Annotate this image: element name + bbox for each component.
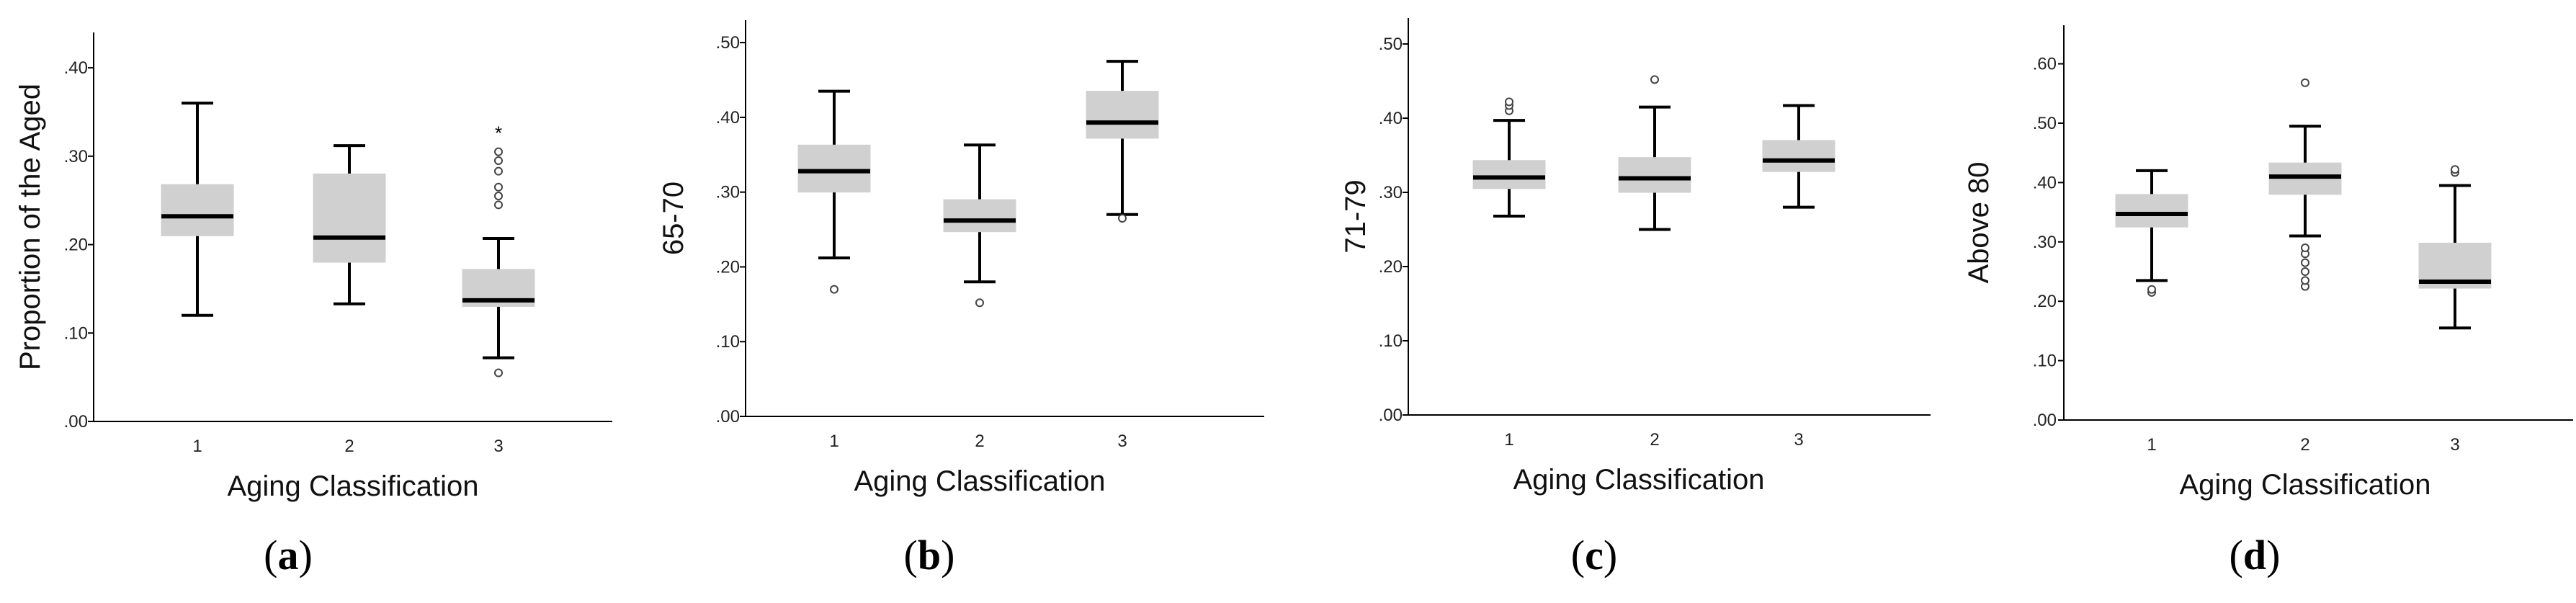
x-tick-label: 1: [2147, 435, 2156, 455]
y-tick-label: .20: [716, 257, 740, 277]
outlier-point: [494, 182, 503, 192]
box-category-2: [313, 144, 386, 305]
y-axis-title: Proportion of the Aged: [14, 84, 46, 370]
box-category-2: [1618, 75, 1691, 231]
outlier-point: [1118, 214, 1127, 223]
outlier-point: [830, 285, 838, 294]
box-category-3: *: [462, 122, 535, 378]
outlier-point: [2301, 276, 2309, 285]
y-tick-label: .40: [2033, 173, 2057, 192]
panel-label: (b): [904, 532, 955, 579]
x-tick-label: 2: [2300, 435, 2309, 455]
y-tick-label: .00: [1379, 406, 1403, 425]
y-tick-label: .20: [64, 236, 88, 255]
x-tick-label: 3: [2450, 435, 2459, 455]
box-category-3: [1762, 104, 1835, 209]
iqr-box: [313, 173, 386, 263]
y-tick-label: .30: [2033, 233, 2057, 252]
box-category-2: [943, 143, 1016, 308]
outlier-point: [2301, 258, 2309, 267]
outlier-point: [2301, 244, 2309, 253]
x-tick-label: 1: [829, 432, 838, 451]
outlier-point: [494, 156, 503, 165]
panel-b: .00 .10 .20 .30 .40 .50 1 2 3 65-70 Aging Classifi…: [658, 20, 1264, 579]
y-tick-label: .00: [64, 412, 88, 432]
x-tick-label: 1: [192, 437, 202, 456]
y-tick-label: .50: [2033, 114, 2057, 133]
box-category-3: [2418, 165, 2492, 330]
outlier-point: [1650, 75, 1659, 84]
iqr-box: [161, 184, 234, 236]
y-tick-label: .30: [1379, 183, 1403, 202]
x-tick-label: 3: [1117, 432, 1127, 451]
y-tick-label: .60: [2033, 55, 2057, 74]
panel-a: .00 .10 .20 .30 .40 1 2 * 3 Proportion of the Age…: [14, 32, 612, 579]
iqr-box: [1472, 160, 1546, 189]
panel-c: .00 .10 .20 .30 .40 .50 1 2 3 71-79 Aging Classifi…: [1340, 18, 1931, 579]
y-axis-title: Above 80: [1963, 161, 1995, 283]
panel-d: .00 .10 .20 .30 .40 .50 .60 1 2 3 Above 80 Aging Cl…: [1963, 25, 2573, 579]
box-category-1: [161, 102, 234, 317]
y-axis-title: 71-79: [1340, 179, 1372, 253]
y-tick-label: .30: [716, 183, 740, 202]
panel-label: (a): [264, 532, 313, 579]
box-category-1: [2115, 169, 2188, 297]
outlier-point: [494, 192, 503, 201]
iqr-box: [2115, 194, 2188, 228]
outlier-point: [494, 368, 503, 378]
y-tick-label: .30: [64, 147, 88, 166]
outlier-point: [2451, 165, 2459, 174]
outlier-point: [1505, 97, 1513, 107]
x-axis-title: Aging Classification: [854, 465, 1105, 497]
outlier-point: [2301, 78, 2309, 87]
outlier-point: [494, 147, 503, 156]
box-category-1: [1472, 97, 1546, 218]
x-tick-label: 2: [1650, 430, 1659, 450]
y-tick-label: .50: [716, 33, 740, 53]
box-category-1: [797, 89, 871, 294]
box-category-3: [1086, 60, 1159, 223]
panel-label: (d): [2230, 532, 2281, 579]
y-tick-label: .20: [1379, 257, 1403, 277]
y-tick-label: .20: [2033, 292, 2057, 311]
outlier-point: [2147, 285, 2156, 294]
x-axis-title: Aging Classification: [2179, 469, 2430, 501]
iqr-box: [943, 199, 1016, 233]
x-axis-title: Aging Classification: [1513, 464, 1764, 496]
y-tick-label: .40: [716, 108, 740, 128]
y-axis-title: 65-70: [658, 182, 689, 255]
box-category-2: [2268, 78, 2342, 291]
x-tick-label: 2: [344, 437, 354, 456]
outlier-point: [494, 200, 503, 210]
y-tick-label: .00: [2033, 411, 2057, 430]
iqr-box: [797, 144, 871, 193]
iqr-box: [1762, 140, 1835, 172]
y-tick-label: .10: [64, 323, 88, 343]
x-tick-label: 3: [493, 437, 503, 456]
y-tick-label: .40: [64, 58, 88, 78]
x-tick-label: 3: [1794, 430, 1803, 450]
y-tick-label: .10: [2033, 352, 2057, 371]
x-axis-title: Aging Classification: [227, 470, 478, 502]
x-tick-label: 1: [1504, 430, 1513, 450]
y-tick-label: .50: [1379, 35, 1403, 54]
outlier-point: [975, 298, 984, 308]
y-tick-label: .10: [716, 332, 740, 352]
x-tick-label: 2: [975, 432, 984, 451]
iqr-box: [1086, 91, 1159, 139]
outlier-point: [494, 166, 503, 176]
panel-label: (c): [1571, 532, 1617, 579]
iqr-box: [1618, 157, 1691, 193]
outlier-point: [2301, 267, 2309, 276]
extreme-point: *: [495, 122, 502, 144]
y-tick-label: .00: [716, 407, 740, 426]
y-tick-label: .40: [1379, 109, 1403, 128]
y-tick-label: .10: [1379, 331, 1403, 351]
